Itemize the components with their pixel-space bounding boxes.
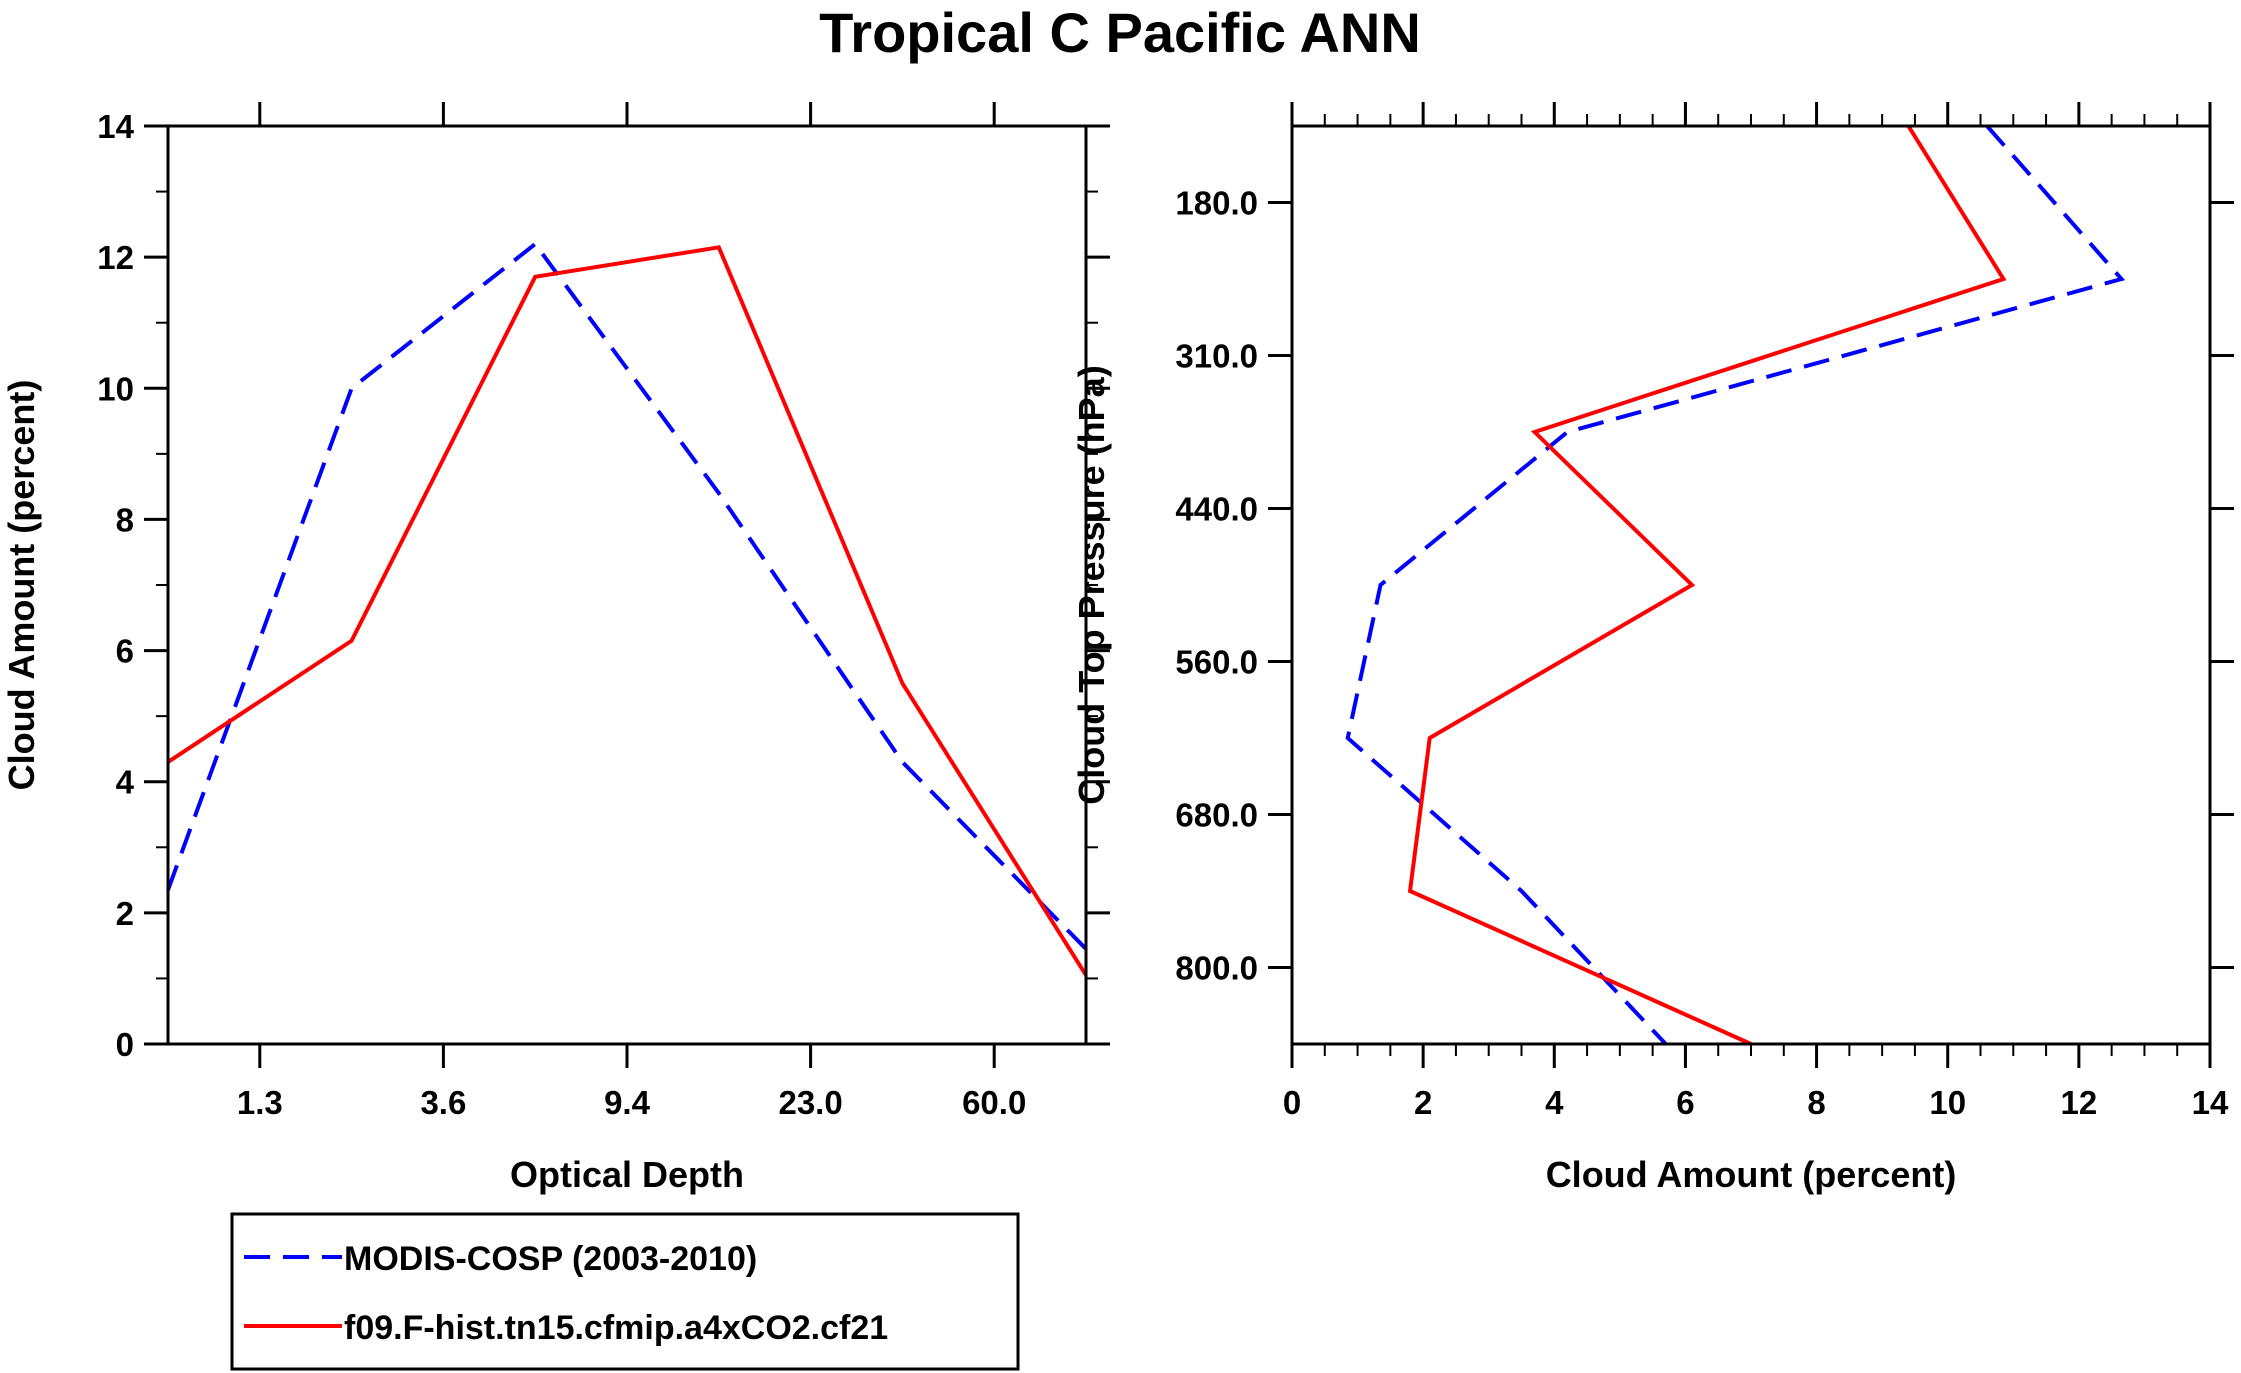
right-xlabel: Cloud Amount (percent) <box>1546 1154 1957 1195</box>
left-ytick-label: 10 <box>97 370 134 407</box>
left-ytick-label: 8 <box>116 501 134 538</box>
left-ytick-label: 12 <box>97 239 134 276</box>
left-xtick-label: 1.3 <box>237 1084 283 1121</box>
right-ytick-label: 310.0 <box>1175 338 1258 375</box>
legend-label-modis: MODIS-COSP (2003-2010) <box>344 1240 757 1278</box>
right-series-0-line <box>1345 124 2126 1046</box>
right-ytick-label: 560.0 <box>1175 644 1258 681</box>
figure-title: Tropical C Pacific ANN <box>819 1 1421 64</box>
right-ytick-label: 680.0 <box>1175 797 1258 834</box>
right-xtick-label: 10 <box>1929 1084 1966 1121</box>
right-xtick-label: 2 <box>1414 1084 1432 1121</box>
left-panel: 0 2 4 6 8 10 12 14 1.3 3.6 9.4 23.0 60.0 Optical Dept… <box>1 102 1110 1195</box>
right-series-1-line <box>1407 124 2007 1046</box>
left-xtick-label: 60.0 <box>962 1084 1026 1121</box>
right-xtick-label: 0 <box>1283 1084 1301 1121</box>
right-ytick-label: 800.0 <box>1175 950 1258 987</box>
right-xtick-label: 8 <box>1807 1084 1825 1121</box>
left-xlabel: Optical Depth <box>510 1154 744 1195</box>
right-xtick-label: 14 <box>2192 1084 2229 1121</box>
right-plot-frame <box>1290 124 2212 1046</box>
right-ytick-label: 180.0 <box>1175 185 1258 222</box>
left-ytick-label: 2 <box>116 895 134 932</box>
legend-box <box>230 1212 1020 1371</box>
left-ytick-label: 6 <box>116 633 134 670</box>
left-ylabel: Cloud Amount (percent) <box>1 380 42 791</box>
right-panel: 0 2 4 6 8 10 12 14 180.0 310.0 440.0 560.0 680.0 800.… <box>1071 102 2234 1195</box>
left-ytick-label: 0 <box>116 1026 134 1063</box>
right-ytick-label: 440.0 <box>1175 491 1258 528</box>
left-series-0-line <box>166 241 1088 951</box>
left-plot-frame <box>166 124 1088 1046</box>
legend: MODIS-COSP (2003-2010) f09.F-hist.tn15.c… <box>230 1212 1020 1371</box>
left-xtick-label: 9.4 <box>604 1084 651 1121</box>
left-xtick-label: 3.6 <box>420 1084 466 1121</box>
left-ytick-label: 14 <box>97 108 134 145</box>
right-xtick-label: 12 <box>2060 1084 2097 1121</box>
left-xtick-label: 23.0 <box>778 1084 842 1121</box>
right-xtick-label: 4 <box>1545 1084 1564 1121</box>
right-ylabel: Cloud Top Pressure (hPa) <box>1071 365 1112 804</box>
left-series-1-line <box>166 245 1088 977</box>
left-ytick-label: 4 <box>116 764 135 801</box>
legend-label-model: f09.F-hist.tn15.cfmip.a4xCO2.cf21 <box>344 1309 888 1347</box>
right-xtick-label: 6 <box>1676 1084 1694 1121</box>
